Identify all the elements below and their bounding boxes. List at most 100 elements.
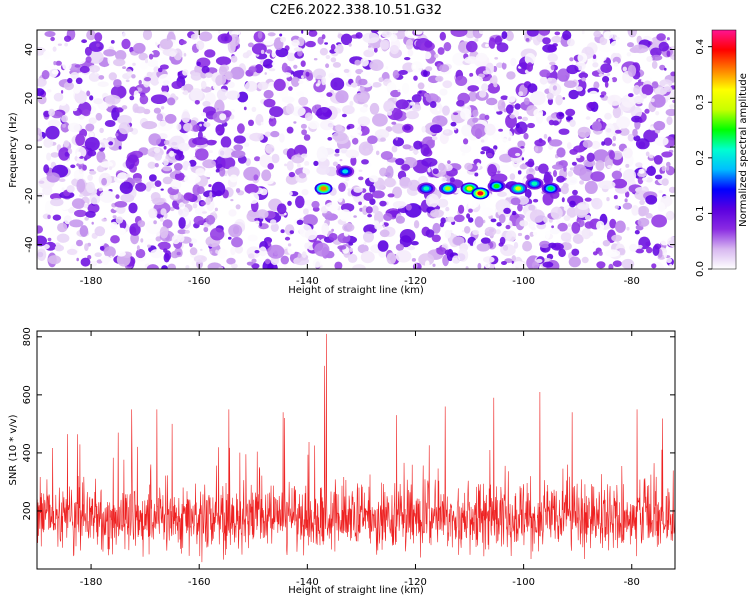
heatmap-speckle bbox=[601, 141, 605, 146]
heatmap-speckle bbox=[89, 170, 97, 175]
heatmap-speckle bbox=[86, 90, 91, 97]
heatmap-speckle bbox=[626, 52, 632, 57]
heatmap-speckle bbox=[271, 153, 280, 164]
heatmap-speckle bbox=[598, 251, 603, 256]
heatmap-speckle bbox=[669, 263, 673, 268]
heatmap-speckle bbox=[603, 137, 613, 146]
heatmap-speckle bbox=[163, 252, 170, 263]
heatmap-speckle bbox=[176, 251, 181, 256]
heatmap-speckle bbox=[551, 35, 562, 43]
heatmap-speckle bbox=[571, 161, 577, 166]
heatmap-speckle bbox=[248, 66, 257, 73]
heatmap-speckle bbox=[350, 82, 358, 88]
heatmap-speckle bbox=[89, 192, 101, 205]
heatmap-speckle bbox=[353, 186, 363, 193]
heatmap-speckle bbox=[393, 97, 397, 101]
heatmap-speckle bbox=[645, 177, 653, 183]
heatmap-speckle bbox=[659, 79, 673, 87]
heatmap-speckle bbox=[656, 33, 666, 41]
heatmap-speckle bbox=[144, 77, 151, 82]
heatmap-speckle bbox=[506, 104, 514, 114]
heatmap-speckle bbox=[651, 81, 659, 89]
heatmap-speckle bbox=[265, 258, 271, 265]
heatmap-speckle bbox=[82, 109, 91, 117]
heatmap-speckle bbox=[359, 106, 368, 113]
heatmap-speckle bbox=[480, 139, 485, 143]
heatmap-speckle bbox=[646, 56, 653, 62]
heatmap-speckle bbox=[152, 197, 165, 206]
heatmap-speckle bbox=[369, 184, 376, 194]
heatmap-speckle bbox=[79, 194, 84, 198]
heatmap-speckle bbox=[391, 123, 406, 134]
heatmap-speckle bbox=[407, 245, 416, 251]
heatmap-speckle bbox=[117, 114, 132, 125]
heatmap-speckle bbox=[468, 217, 474, 223]
heatmap-speckle bbox=[285, 103, 295, 115]
heatmap-speckle bbox=[117, 228, 126, 235]
heatmap-speckle bbox=[244, 142, 250, 147]
heatmap-speckle bbox=[627, 30, 638, 38]
heatmap-speckle bbox=[248, 253, 255, 259]
heatmap-speckle bbox=[98, 46, 103, 49]
heatmap-speckle bbox=[655, 111, 660, 116]
heatmap-speckle bbox=[477, 262, 482, 269]
heatmap-speckle bbox=[607, 165, 613, 169]
heatmap-speckle bbox=[119, 73, 122, 77]
heatmap-speckle bbox=[41, 70, 50, 80]
heatmap-speckle bbox=[301, 129, 307, 136]
heatmap-speckle bbox=[480, 237, 491, 244]
heatmap-speckle bbox=[161, 85, 169, 93]
heatmap-speckle bbox=[149, 174, 157, 182]
heatmap-speckle bbox=[127, 154, 139, 164]
heatmap-speckle bbox=[481, 83, 489, 92]
heatmap-speckle bbox=[650, 94, 666, 108]
heatmap-speckle bbox=[498, 213, 506, 224]
heatmap-speckle bbox=[59, 101, 67, 106]
heatmap-speckle bbox=[631, 44, 649, 54]
heatmap-speckle bbox=[215, 124, 224, 135]
heatmap-speckle bbox=[672, 99, 675, 104]
heatmap-speckle bbox=[420, 143, 430, 157]
heatmap-speckle bbox=[666, 165, 670, 171]
heatmap-speckle bbox=[334, 261, 343, 269]
heatmap-speckle bbox=[670, 71, 675, 77]
heatmap-speckle bbox=[338, 182, 346, 192]
heatmap-speckle bbox=[627, 64, 637, 77]
heatmap-speckle bbox=[209, 191, 213, 197]
heatmap-speckle bbox=[122, 66, 127, 69]
heatmap-speckle bbox=[571, 221, 581, 234]
heatmap-speckle bbox=[360, 71, 371, 77]
heatmap-speckle bbox=[254, 250, 260, 254]
heatmap-speckle bbox=[591, 140, 601, 150]
heatmap-speckle bbox=[350, 156, 357, 166]
y-tick-label: -40 bbox=[24, 236, 35, 252]
heatmap-speckle bbox=[666, 50, 671, 57]
heatmap-speckle bbox=[290, 31, 295, 37]
heatmap-speckle bbox=[392, 201, 406, 209]
heatmap-speckle bbox=[584, 197, 592, 202]
heatmap-speckle bbox=[638, 168, 645, 174]
heatmap-speckle bbox=[144, 239, 158, 247]
heatmap-speckle bbox=[611, 234, 622, 242]
heatmap-speckle bbox=[67, 122, 81, 133]
heatmap-speckle bbox=[614, 36, 620, 40]
heatmap-speckle bbox=[110, 235, 120, 244]
heatmap-speckle bbox=[313, 160, 319, 166]
heatmap-speckle bbox=[301, 30, 304, 34]
heatmap-speckle bbox=[312, 68, 326, 80]
heatmap-speckle bbox=[230, 55, 238, 63]
heatmap-speckle bbox=[249, 132, 264, 142]
heatmap-speckle bbox=[496, 62, 504, 68]
heatmap-speckle bbox=[286, 160, 294, 171]
heatmap-speckle bbox=[76, 151, 82, 158]
heatmap-speckle bbox=[667, 236, 675, 247]
heatmap-speckle bbox=[566, 176, 578, 186]
heatmap-speckle bbox=[304, 242, 309, 250]
heatmap-speckle bbox=[261, 169, 272, 182]
heatmap-speckle bbox=[611, 178, 628, 189]
colorbar-tick-label: 0.1 bbox=[695, 205, 706, 221]
heatmap-speckle bbox=[237, 91, 249, 103]
heatmap-speckle bbox=[549, 228, 560, 235]
heatmap-speckle bbox=[484, 263, 491, 269]
heatmap-speckle bbox=[651, 214, 667, 228]
